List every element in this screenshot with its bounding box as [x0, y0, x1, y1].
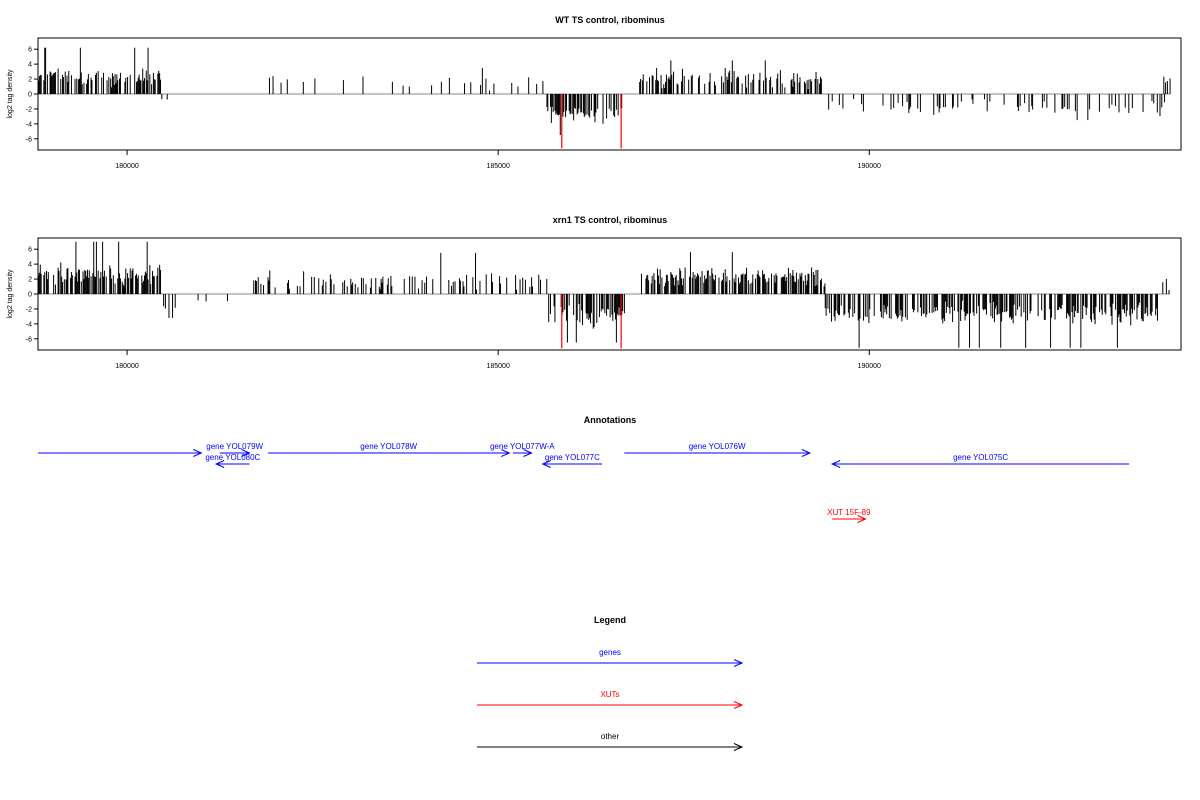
- gene-arrow: [624, 449, 812, 457]
- y-tick-label: 2: [28, 277, 32, 284]
- x-tick-label: 180000: [115, 163, 138, 170]
- feature-label: gene YOL075C: [953, 453, 1008, 462]
- annotations-title: Annotations: [584, 415, 637, 425]
- y-tick-label: -2: [26, 106, 32, 113]
- x-tick-label: 185000: [486, 363, 509, 370]
- gene-arrow: [214, 460, 250, 468]
- feature-label: XUT 15F-89: [827, 508, 871, 517]
- wt-density-panel: WT TS control, ribominus log2 tag densit…: [7, 15, 1182, 170]
- gene-arrow: [513, 449, 533, 457]
- y-tick-label: -4: [26, 121, 32, 128]
- y-tick-label: 6: [28, 47, 32, 54]
- gene-arrow: [38, 449, 203, 457]
- y-tick-label: -6: [26, 336, 32, 343]
- feature-list: gene YOL079W gene YOL080C gene YOL078W gene…: [38, 442, 1130, 523]
- y-tick-label: 0: [28, 292, 32, 299]
- legend-arrow: [477, 659, 744, 667]
- y-tick-label: 0: [28, 92, 32, 99]
- legend-label: other: [601, 732, 620, 741]
- y-axis: -6 -4 -2 0 2 4 6: [26, 47, 38, 143]
- y-tick-label: 4: [28, 262, 32, 269]
- y-tick-label: 4: [28, 62, 32, 69]
- y-axis-label: log2 tag density: [7, 269, 14, 319]
- y-tick-label: -6: [26, 136, 32, 143]
- feature-label: gene YOL077C: [545, 453, 600, 462]
- y-axis: -6 -4 -2 0 2 4 6: [26, 247, 38, 343]
- feature-label: gene YOL079W: [206, 442, 263, 451]
- feature-label: gene YOL080C: [205, 453, 260, 462]
- bar-series: [38, 47, 1171, 149]
- legend-items: genes XUTs other: [477, 648, 744, 751]
- y-tick-label: 2: [28, 77, 32, 84]
- legend-title: Legend: [594, 615, 626, 625]
- feature-label: gene YOL077W-A: [490, 442, 555, 451]
- gene-arrow: [541, 460, 603, 468]
- y-tick-label: -4: [26, 321, 32, 328]
- x-axis: 180000 185000 190000: [115, 150, 881, 170]
- x-axis: 180000 185000 190000: [115, 350, 881, 370]
- x-tick-label: 185000: [486, 163, 509, 170]
- y-tick-label: -2: [26, 306, 32, 313]
- x-tick-label: 190000: [858, 163, 881, 170]
- xut-arrow: [832, 515, 867, 523]
- x-tick-label: 190000: [858, 363, 881, 370]
- xrn1-density-panel: xrn1 TS control, ribominus log2 tag dens…: [7, 215, 1182, 370]
- feature-label: gene YOL078W: [360, 442, 417, 451]
- y-axis-label: log2 tag density: [7, 69, 14, 119]
- x-tick-label: 180000: [115, 363, 138, 370]
- panel-title: xrn1 TS control, ribominus: [553, 215, 668, 225]
- panel-title: WT TS control, ribominus: [555, 15, 665, 25]
- gene-arrow: [219, 449, 251, 457]
- feature-label: gene YOL076W: [689, 442, 746, 451]
- legend-arrow: [477, 743, 744, 751]
- y-tick-label: 6: [28, 247, 32, 254]
- legend-arrow: [477, 701, 744, 709]
- bar-series: [38, 241, 1170, 349]
- legend: Legend genes XUTs other: [477, 615, 744, 751]
- gene-arrow: [268, 449, 511, 457]
- legend-label: genes: [599, 648, 621, 657]
- gene-arrow: [830, 460, 1130, 468]
- legend-label: XUTs: [600, 690, 619, 699]
